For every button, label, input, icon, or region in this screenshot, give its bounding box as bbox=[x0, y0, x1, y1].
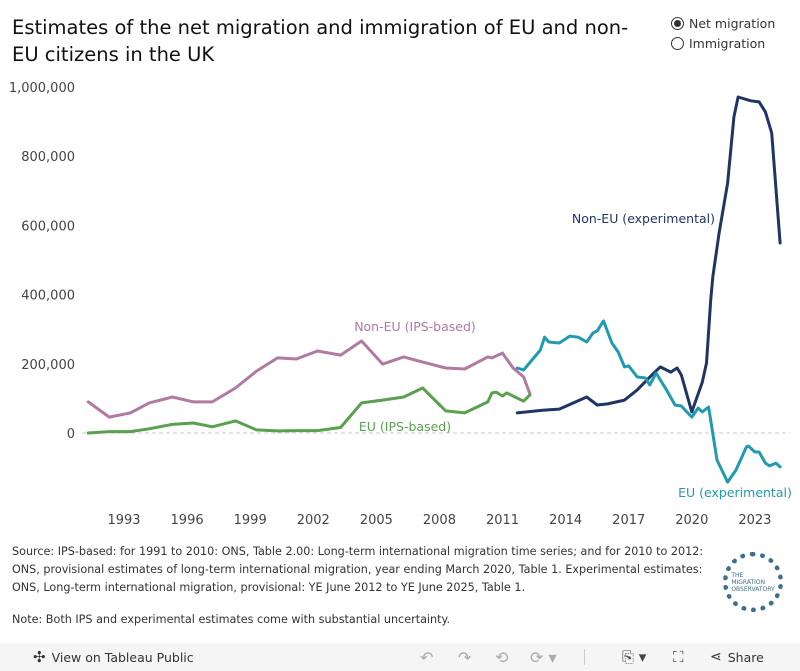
radio-selected-icon[interactable] bbox=[671, 16, 684, 30]
series-label: EU (experimental) bbox=[678, 485, 792, 500]
y-tick-label: 1,000,000 bbox=[9, 81, 75, 96]
x-tick-label: 2017 bbox=[612, 513, 645, 528]
chart-title: Estimates of the net migration and immig… bbox=[12, 16, 629, 66]
x-tick-label: 1996 bbox=[171, 513, 204, 528]
series-line-eu-ips-based- bbox=[86, 386, 532, 435]
tableau-icon: ✣ bbox=[33, 648, 46, 666]
tableau-toolbar: ✣ View on Tableau Public ↶ ↷ ⟲ ⟳ ▾ ⎘ ▾ ⛶ … bbox=[0, 643, 800, 671]
view-on-tableau-button[interactable]: ✣ View on Tableau Public bbox=[33, 648, 194, 666]
y-tick-label: 200,000 bbox=[21, 358, 75, 373]
option-immigration[interactable]: Immigration bbox=[671, 33, 775, 53]
revert-icon[interactable]: ⟲ bbox=[495, 647, 509, 667]
share-icon: ⋖ bbox=[710, 649, 722, 665]
x-tick-label: 2005 bbox=[360, 513, 393, 528]
option-net-migration[interactable]: Net migration bbox=[671, 13, 775, 33]
series-line-eu-experimental- bbox=[515, 319, 782, 484]
x-tick-label: 1993 bbox=[107, 513, 140, 528]
y-tick-label: 400,000 bbox=[21, 289, 75, 304]
undo-icon[interactable]: ↶ bbox=[420, 647, 434, 667]
x-tick-label: 2014 bbox=[549, 513, 582, 528]
x-tick-label: 2002 bbox=[297, 513, 330, 528]
source-text: Source: IPS-based: for 1991 to 2010: ONS… bbox=[12, 545, 704, 594]
view-label: View on Tableau Public bbox=[51, 649, 194, 665]
download-icon[interactable]: ⎘ ▾ bbox=[622, 648, 647, 666]
x-tick-label: 1999 bbox=[234, 513, 267, 528]
x-tick-label: 2008 bbox=[423, 513, 456, 528]
share-button[interactable]: ⋖ Share bbox=[710, 649, 764, 665]
x-tick-label: 2020 bbox=[675, 513, 708, 528]
series-line-non-eu-experimental- bbox=[515, 95, 782, 415]
migration-observatory-logo: THE MIGRATION OBSERVATORY bbox=[723, 552, 783, 612]
series-line-non-eu-ips-based- bbox=[86, 339, 532, 419]
option-label: Net migration bbox=[689, 15, 776, 31]
y-tick-label: 0 bbox=[67, 427, 75, 442]
option-label: Immigration bbox=[689, 35, 766, 51]
refresh-icon[interactable]: ⟳ ▾ bbox=[530, 647, 557, 667]
series-label: EU (IPS-based) bbox=[359, 419, 451, 434]
fullscreen-icon[interactable]: ⛶ bbox=[673, 648, 684, 666]
x-tick-label: 2023 bbox=[738, 513, 771, 528]
series-label: Non-EU (IPS-based) bbox=[354, 319, 476, 334]
line-chart: 1,000,000 800,000 600,000 400,000 200,000 0 19… bbox=[9, 81, 792, 528]
x-tick-label: 2011 bbox=[486, 513, 519, 528]
share-label: Share bbox=[727, 649, 764, 665]
redo-icon[interactable]: ↷ bbox=[458, 647, 472, 667]
series-label: Non-EU (experimental) bbox=[572, 211, 715, 226]
y-tick-label: 600,000 bbox=[21, 219, 75, 234]
y-tick-label: 800,000 bbox=[21, 150, 75, 165]
radio-icon[interactable] bbox=[671, 36, 684, 50]
note-text: Note: Both IPS and experimental estimate… bbox=[12, 613, 451, 626]
toolbar-divider bbox=[584, 649, 585, 665]
measure-selector[interactable]: Net migration Immigration bbox=[671, 13, 775, 53]
